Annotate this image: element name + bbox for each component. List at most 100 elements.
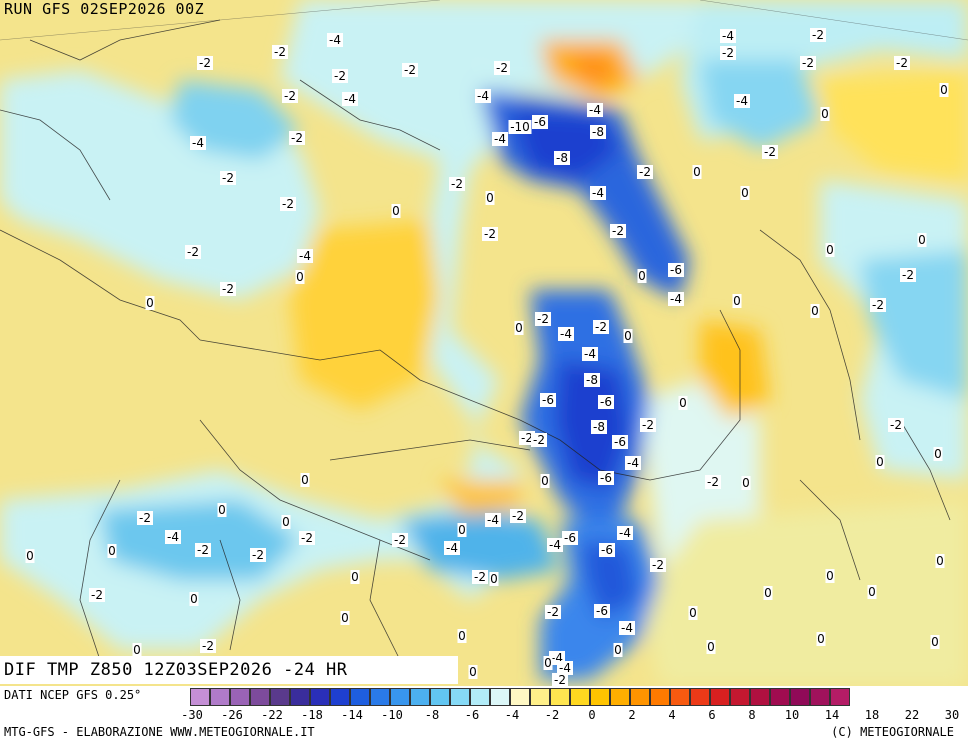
legend-swatch <box>770 688 790 706</box>
contour-label: 0 <box>763 586 773 600</box>
contour-label: -2 <box>800 56 816 70</box>
svg-text:0: 0 <box>490 572 498 586</box>
legend-tick: -2 <box>544 708 560 722</box>
contour-label: -2 <box>272 45 288 59</box>
svg-text:0: 0 <box>821 107 829 121</box>
contour-labels: -4-2-2-2 -2 -2-4-2 -4-6-10-4-8-4-8-4 -2-2 -20… <box>25 28 949 687</box>
svg-text:-8: -8 <box>593 420 605 434</box>
contour-label: -6 <box>668 263 684 277</box>
legend-tick: 8 <box>748 708 756 722</box>
legend-swatch <box>390 688 410 706</box>
svg-text:-2: -2 <box>707 475 719 489</box>
contour-label: 0 <box>613 643 623 657</box>
contour-label: 0 <box>816 632 826 646</box>
contour-label: -2 <box>705 475 721 489</box>
contour-label: -2 <box>900 268 916 282</box>
svg-text:-4: -4 <box>477 89 489 103</box>
svg-text:-2: -2 <box>537 312 549 326</box>
contour-label: 0 <box>457 523 467 537</box>
legend-swatch <box>630 688 650 706</box>
contour-label: 0 <box>875 455 885 469</box>
svg-text:-4: -4 <box>736 94 748 108</box>
contour-label: -2 <box>197 56 213 70</box>
svg-text:-2: -2 <box>252 548 264 562</box>
svg-text:0: 0 <box>614 643 622 657</box>
svg-text:-2: -2 <box>496 61 508 75</box>
contour-label: -2 <box>220 282 236 296</box>
contour-label: -2 <box>250 548 266 562</box>
svg-text:0: 0 <box>940 83 948 97</box>
svg-text:-2: -2 <box>474 570 486 584</box>
contour-label: 0 <box>189 592 199 606</box>
contour-label: -4 <box>590 186 606 200</box>
contour-label: 0 <box>825 243 835 257</box>
contour-label: 0 <box>917 233 927 247</box>
svg-text:0: 0 <box>544 656 552 670</box>
contour-label: -2 <box>195 543 211 557</box>
legend-tick: -14 <box>341 708 363 722</box>
contour-label: 0 <box>132 643 142 657</box>
contour-label: -2 <box>810 28 826 42</box>
legend-tick: 6 <box>708 708 716 722</box>
legend-swatch <box>370 688 390 706</box>
svg-text:0: 0 <box>689 606 697 620</box>
svg-text:-2: -2 <box>872 298 884 312</box>
temperature-anomaly-map: -4 -2 -2 -2 -2 -2 -4 -2 -4 -6 -10 -4 -8 -4 -8 -4 -2 -2 -2 0… <box>0 0 968 687</box>
svg-text:0: 0 <box>133 643 141 657</box>
contour-label: -2 <box>593 320 609 334</box>
legend-ticks: -30 -26 -22 -18 -14 -10 -8 -6 -4 -2 0 2 4 6 8 10 14 18 22 3… <box>0 708 968 724</box>
credit-line: MTG-GFS - ELABORAZIONE WWW.METEOGIORNALE… <box>4 725 315 739</box>
contour-label: 0 <box>706 640 716 654</box>
contour-label: 0 <box>935 554 945 568</box>
legend-swatch <box>310 688 330 706</box>
svg-text:0: 0 <box>624 329 632 343</box>
contour-label: -4 <box>165 530 181 544</box>
svg-text:0: 0 <box>296 270 304 284</box>
svg-text:-2: -2 <box>139 511 151 525</box>
contour-label: -4 <box>734 94 750 108</box>
svg-text:-4: -4 <box>589 103 601 117</box>
svg-text:-2: -2 <box>533 433 545 447</box>
svg-text:0: 0 <box>218 503 226 517</box>
contour-label: -10 <box>508 120 532 134</box>
svg-text:-2: -2 <box>187 245 199 259</box>
svg-text:-4: -4 <box>192 136 204 150</box>
svg-text:-2: -2 <box>554 673 566 686</box>
graticule <box>0 0 968 41</box>
data-source: DATI NCEP GFS 0.25° <box>4 688 142 702</box>
contour-label: 0 <box>300 473 310 487</box>
svg-text:-4: -4 <box>627 456 639 470</box>
svg-text:0: 0 <box>638 269 646 283</box>
contour-label: 0 <box>692 165 702 179</box>
svg-text:-2: -2 <box>890 418 902 432</box>
contour-label: -2 <box>89 588 105 602</box>
legend-tick: -8 <box>424 708 440 722</box>
contour-label: 0 <box>391 204 401 218</box>
svg-text:0: 0 <box>515 321 523 335</box>
contour-label: -4 <box>190 136 206 150</box>
svg-text:-4: -4 <box>344 92 356 106</box>
contour-label: -6 <box>532 115 548 129</box>
legend-swatch <box>530 688 550 706</box>
svg-text:0: 0 <box>764 586 772 600</box>
contour-label: 0 <box>107 544 117 558</box>
svg-text:-4: -4 <box>494 132 506 146</box>
svg-text:0: 0 <box>541 474 549 488</box>
contour-label: -2 <box>280 197 296 211</box>
svg-text:-2: -2 <box>394 533 406 547</box>
color-legend <box>190 688 850 706</box>
svg-text:-4: -4 <box>551 651 563 665</box>
contour-label: -2 <box>894 56 910 70</box>
svg-text:0: 0 <box>918 233 926 247</box>
contour-label: 0 <box>825 569 835 583</box>
contour-label: -2 <box>531 433 547 447</box>
contour-label: -2 <box>137 511 153 525</box>
legend-tick: 14 <box>824 708 840 722</box>
contour-label: -4 <box>342 92 358 106</box>
svg-text:0: 0 <box>931 635 939 649</box>
legend-swatch <box>430 688 450 706</box>
contour-label: -2 <box>220 171 236 185</box>
contour-label: 0 <box>732 294 742 308</box>
legend-tick: -30 <box>181 708 203 722</box>
svg-text:-2: -2 <box>334 69 346 83</box>
